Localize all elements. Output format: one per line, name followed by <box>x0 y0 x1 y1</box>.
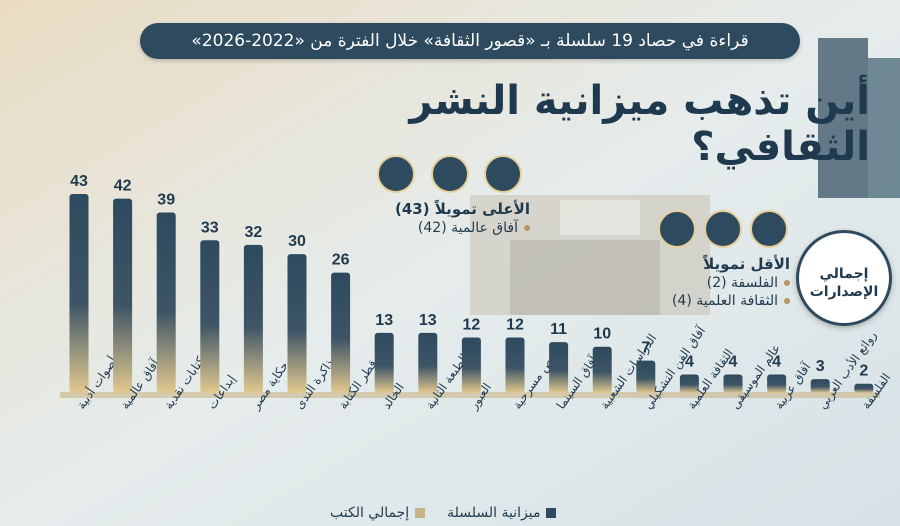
bar-value-label: 33 <box>201 219 219 236</box>
bar-value-label: 10 <box>593 326 611 343</box>
bar-value-label: 11 <box>550 321 567 338</box>
bar <box>592 346 612 393</box>
bar <box>679 374 699 393</box>
bar-value-label: 26 <box>332 252 350 269</box>
bar-value-label: 4 <box>685 353 694 370</box>
atom-icon <box>750 210 788 248</box>
subtitle-text: قراءة في حصاد 19 سلسلة بـ «قصور الثقافة»… <box>191 31 749 51</box>
bar <box>461 337 481 393</box>
page-title: أين تذهب ميزانية النشر الثقافي؟ <box>409 78 870 170</box>
bar-value-label: 13 <box>375 312 393 329</box>
bar <box>113 198 133 393</box>
bar-value-label: 3 <box>816 358 825 375</box>
bar-value-label: 7 <box>641 340 650 357</box>
bar <box>243 244 263 393</box>
bar <box>156 212 176 393</box>
bar-value-label: 39 <box>157 192 175 209</box>
lowest-item: الفلسفة (2) <box>640 275 790 291</box>
bar-value-label: 30 <box>288 233 306 250</box>
bar-value-label: 32 <box>245 224 263 241</box>
highest-funding-box: الأعلى تمويلاً (43) آفاق عالمية (42) <box>390 200 530 236</box>
bar-value-label: 13 <box>419 312 437 329</box>
lowest-heading: الأقل تمويلاً <box>703 255 790 273</box>
highest-item: آفاق عالمية (42) <box>390 220 530 236</box>
bar-value-label: 2 <box>859 363 868 380</box>
bar <box>767 374 787 393</box>
bar <box>636 360 656 393</box>
bar <box>287 254 307 393</box>
bar <box>331 272 351 393</box>
document-icon <box>431 155 469 193</box>
telescope-icon <box>658 210 696 248</box>
bar <box>854 383 874 393</box>
bullet <box>524 225 530 231</box>
badge-line2: الإصدارات <box>809 284 879 300</box>
highest-heading: الأعلى تمويلاً (43) <box>394 200 530 218</box>
lowest-funding-box: الأقل تمويلاً الفلسفة (2) الثقافة العلمي… <box>640 255 790 309</box>
bar <box>810 379 830 393</box>
subtitle-banner: قراءة في حصاد 19 سلسلة بـ «قصور الثقافة»… <box>140 23 800 59</box>
bar <box>418 332 438 393</box>
bar-value-label: 12 <box>463 316 481 333</box>
bar-value-label: 43 <box>70 173 88 190</box>
bar <box>505 337 525 393</box>
bar <box>200 240 220 393</box>
legend-item-series: ميزانية السلسلة <box>447 505 557 521</box>
bar-value-label: 42 <box>114 178 132 195</box>
legend-item-total: إجمالي الكتب <box>330 505 426 521</box>
bar <box>723 374 743 393</box>
total-publications-badge: إجمالي الإصدارات <box>796 230 892 326</box>
bullet <box>784 280 790 286</box>
bar-value-label: 12 <box>506 316 524 333</box>
legend-swatch <box>415 508 426 518</box>
bookshelf-icon <box>377 155 415 193</box>
bar <box>374 332 394 393</box>
books-image <box>818 38 900 198</box>
legend: ميزانية السلسلة إجمالي الكتب <box>330 505 557 521</box>
bar-value-label: 4 <box>729 353 738 370</box>
legend-swatch <box>546 508 557 518</box>
book-icon <box>484 155 522 193</box>
bar-value-label: 4 <box>772 353 781 370</box>
bar <box>69 194 89 393</box>
sigma-icon <box>704 210 742 248</box>
bullet <box>784 298 790 304</box>
badge-line1: إجمالي <box>819 266 869 282</box>
lowest-item: الثقافة العلمية (4) <box>640 293 790 309</box>
bar <box>549 342 569 393</box>
